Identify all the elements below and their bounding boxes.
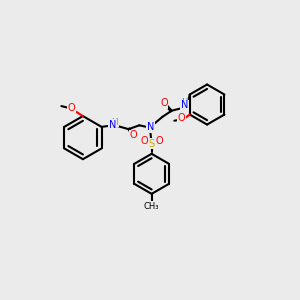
Text: O: O <box>178 112 185 123</box>
Text: O: O <box>129 130 137 140</box>
Text: O: O <box>155 136 163 146</box>
Text: N: N <box>109 119 116 130</box>
Text: H: H <box>181 98 187 107</box>
Text: S: S <box>148 139 155 149</box>
Text: O: O <box>160 98 168 108</box>
Text: N: N <box>147 122 155 132</box>
Text: H: H <box>112 118 118 127</box>
Text: CH₃: CH₃ <box>144 202 159 211</box>
Text: O: O <box>140 136 148 146</box>
Text: N: N <box>181 100 188 110</box>
Text: O: O <box>68 103 75 112</box>
